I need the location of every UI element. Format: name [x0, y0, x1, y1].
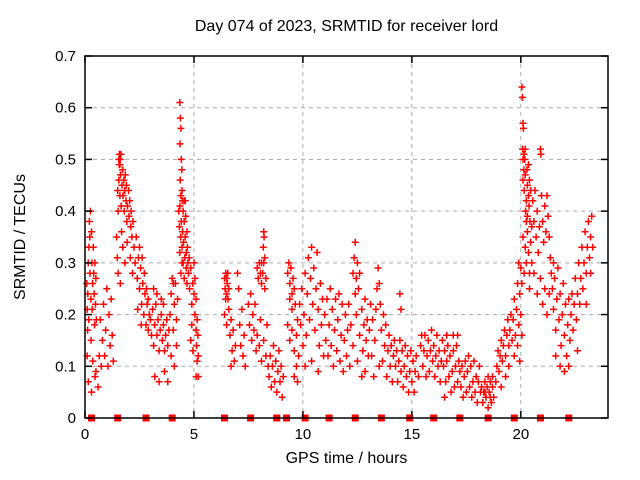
plus-marker-series	[83, 83, 597, 412]
x-tick-label: 15	[404, 426, 421, 443]
chart-title: Day 074 of 2023, SRMTID for receiver lor…	[194, 18, 499, 35]
x-tick-label: 20	[512, 426, 529, 443]
y-tick-label: 0.7	[55, 48, 76, 65]
gridlines	[85, 56, 608, 418]
plot-border	[84, 55, 609, 419]
x-tick-label: 10	[295, 426, 312, 443]
x-tick-label: 0	[81, 426, 89, 443]
tick-labels: 0 0.1 0.2 0.3 0.4 0.5 0.6 0.7 0 5 10 15 20	[55, 48, 529, 443]
y-tick-label: 0.5	[55, 151, 76, 168]
scatter-points	[83, 83, 597, 422]
y-tick-label: 0.6	[55, 100, 76, 117]
axes-border	[84, 55, 609, 419]
y-tick-label: 0.1	[55, 358, 76, 375]
y-tick-label: 0	[68, 410, 76, 427]
x-tick-label: 5	[190, 426, 198, 443]
y-tick-label: 0.4	[55, 203, 76, 220]
y-tick-label: 0.3	[55, 255, 76, 272]
x-axis-label: GPS time / hours	[285, 450, 408, 467]
y-tick-label: 0.2	[55, 307, 76, 324]
